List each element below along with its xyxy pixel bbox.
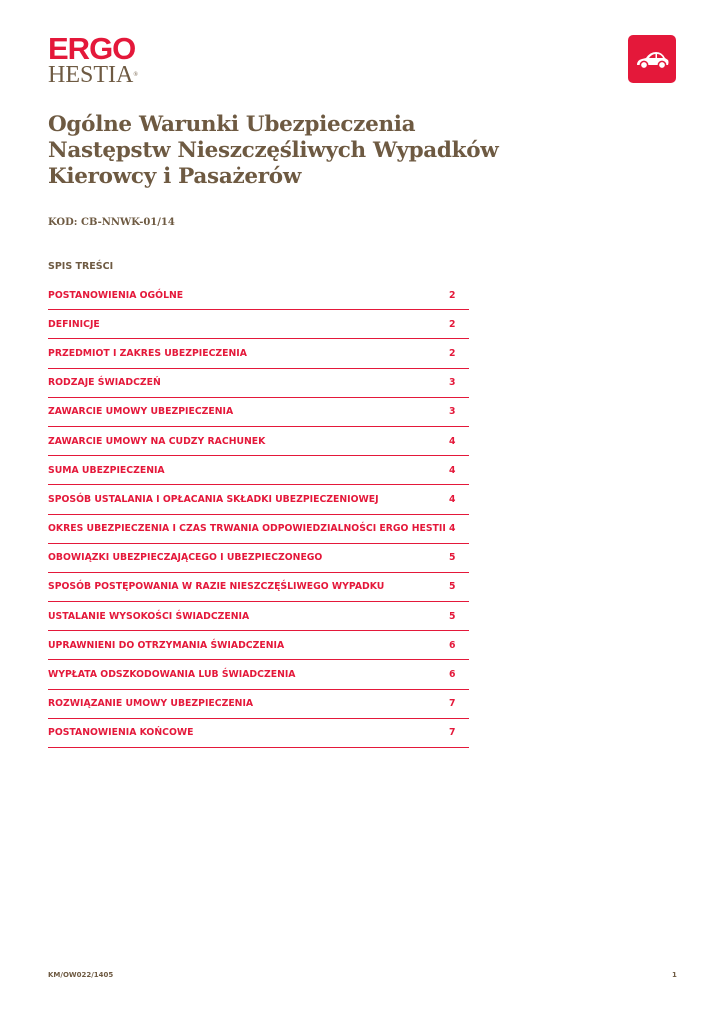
- toc-item-page: 7: [449, 727, 456, 739]
- toc-item-page: 4: [449, 493, 456, 505]
- toc-item-label: SUMA UBEZPIECZENIA: [48, 464, 165, 476]
- toc-item[interactable]: RODZAJE ŚWIADCZEŃ 3: [48, 369, 469, 398]
- logo-hestia: HESTIA®: [48, 62, 138, 88]
- toc-item-label: POSTANOWIENIA KOŃCOWE: [48, 727, 194, 739]
- toc-item-label: RODZAJE ŚWIADCZEŃ: [48, 377, 161, 389]
- ergo-hestia-logo: ERGO HESTIA®: [48, 31, 138, 88]
- toc-item-page: 6: [449, 669, 456, 681]
- logo-ergo: ERGO: [48, 31, 136, 66]
- toc-item[interactable]: WYPŁATA ODSZKODOWANIA LUB ŚWIADCZENIA 6: [48, 660, 469, 690]
- toc-item-page: 2: [449, 318, 456, 330]
- car-icon: [628, 35, 676, 83]
- toc-item-page: 5: [449, 610, 456, 622]
- footer-page-number: 1: [672, 971, 677, 979]
- toc-item-label: DEFINICJE: [48, 318, 100, 330]
- toc-item-label: ZAWARCIE UMOWY NA CUDZY RACHUNEK: [48, 435, 266, 447]
- toc-item[interactable]: OBOWIĄZKI UBEZPIECZAJĄCEGO I UBEZPIECZON…: [48, 544, 469, 573]
- toc-item-label: USTALANIE WYSOKOŚCI ŚWIADCZENIA: [48, 610, 250, 622]
- toc-item[interactable]: POSTANOWIENIA KOŃCOWE 7: [48, 719, 469, 748]
- toc-item[interactable]: SUMA UBEZPIECZENIA 4: [48, 456, 469, 486]
- toc-item[interactable]: DEFINICJE 2: [48, 310, 469, 340]
- toc-item-page: 4: [449, 464, 456, 476]
- toc-item[interactable]: OKRES UBEZPIECZENIA I CZAS TRWANIA ODPOW…: [48, 515, 469, 544]
- toc-item-label: POSTANOWIENIA OGÓLNE: [48, 289, 184, 301]
- toc-item-page: 7: [449, 698, 456, 710]
- toc-heading: SPIS TREŚCI: [48, 261, 114, 272]
- toc-item-label: SPOSÓB USTALANIA I OPŁACANIA SKŁADKI UBE…: [48, 493, 379, 505]
- toc-item[interactable]: SPOSÓB POSTĘPOWANIA W RAZIE NIESZCZĘŚLIW…: [48, 573, 469, 603]
- toc-item-page: 2: [449, 347, 456, 359]
- toc-item-page: 5: [449, 552, 456, 564]
- toc-item-label: ROZWIĄZANIE UMOWY UBEZPIECZENIA: [48, 698, 254, 710]
- toc-item-label: SPOSÓB POSTĘPOWANIA W RAZIE NIESZCZĘŚLIW…: [48, 581, 385, 593]
- document-code: KOD: CB-NNWK-01/14: [48, 217, 175, 228]
- toc-item[interactable]: SPOSÓB USTALANIA I OPŁACANIA SKŁADKI UBE…: [48, 485, 469, 515]
- toc-item-label: OBOWIĄZKI UBEZPIECZAJĄCEGO I UBEZPIECZON…: [48, 552, 323, 564]
- toc-item-label: ZAWARCIE UMOWY UBEZPIECZENIA: [48, 406, 234, 418]
- toc-item-page: 3: [449, 377, 456, 389]
- toc-item-page: 2: [449, 289, 456, 301]
- footer-doc-id: KM/OW022/1405: [48, 971, 114, 979]
- toc-item-label: PRZEDMIOT I ZAKRES UBEZPIECZENIA: [48, 347, 247, 359]
- toc-item-page: 3: [449, 406, 456, 418]
- toc-item-label: OKRES UBEZPIECZENIA I CZAS TRWANIA ODPOW…: [48, 523, 446, 535]
- toc-item[interactable]: POSTANOWIENIA OGÓLNE 2: [48, 281, 469, 311]
- toc-item[interactable]: ZAWARCIE UMOWY NA CUDZY RACHUNEK 4: [48, 427, 469, 457]
- toc-item-label: WYPŁATA ODSZKODOWANIA LUB ŚWIADCZENIA: [48, 669, 296, 681]
- toc-item-label: UPRAWNIENI DO OTRZYMANIA ŚWIADCZENIA: [48, 639, 285, 651]
- toc-item[interactable]: PRZEDMIOT I ZAKRES UBEZPIECZENIA 2: [48, 339, 469, 369]
- toc-item[interactable]: ZAWARCIE UMOWY UBEZPIECZENIA 3: [48, 398, 469, 427]
- toc-item-page: 6: [449, 639, 456, 651]
- toc-item-page: 4: [449, 435, 456, 447]
- toc-item-page: 4: [449, 523, 456, 535]
- toc-item[interactable]: USTALANIE WYSOKOŚCI ŚWIADCZENIA 5: [48, 602, 469, 632]
- toc-item[interactable]: UPRAWNIENI DO OTRZYMANIA ŚWIADCZENIA 6: [48, 631, 469, 661]
- toc-item-page: 5: [449, 581, 456, 593]
- toc-item[interactable]: ROZWIĄZANIE UMOWY UBEZPIECZENIA 7: [48, 690, 469, 719]
- table-of-contents: POSTANOWIENIA OGÓLNE 2 DEFINICJE 2 PRZEDMIOT…: [48, 281, 469, 748]
- document-title: Ogólne Warunki Ubezpieczenia Następstw N…: [48, 112, 499, 189]
